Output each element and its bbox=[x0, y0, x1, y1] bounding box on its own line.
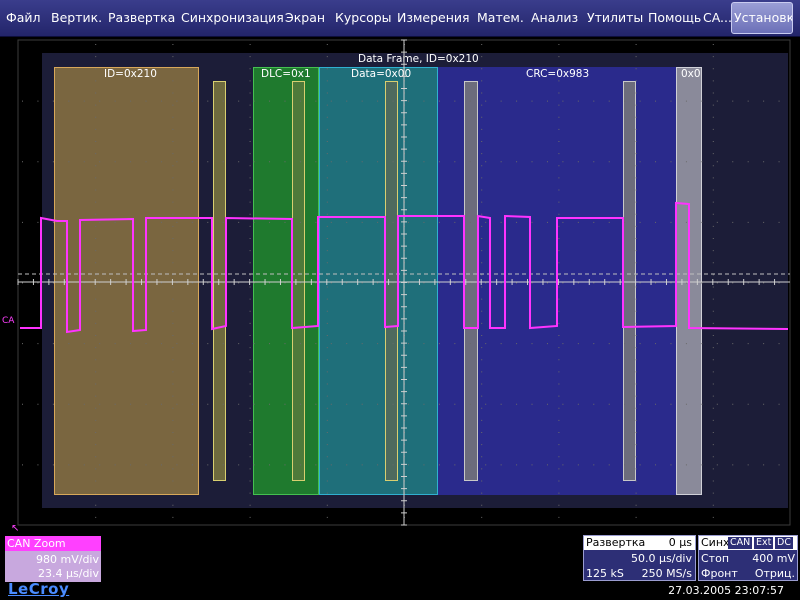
timebase-samples: 125 kS bbox=[586, 567, 624, 580]
menu-display[interactable]: Экран bbox=[285, 10, 326, 25]
menu-trigger[interactable]: Синхронизация bbox=[181, 10, 284, 25]
brand-logo: LeCroy bbox=[8, 580, 70, 598]
can-trace bbox=[20, 201, 789, 334]
menu-analysis[interactable]: Анализ bbox=[531, 10, 579, 25]
decode-segment-data[interactable] bbox=[319, 67, 438, 495]
menu-measure[interactable]: Измерения bbox=[397, 10, 470, 25]
menu-vertical[interactable]: Вертик. bbox=[51, 10, 103, 25]
trigger-header: Синх CAN Ext DC bbox=[699, 536, 797, 550]
timestamp: 27.03.2005 23:07:57 bbox=[668, 584, 784, 597]
menu-can[interactable]: CA... bbox=[703, 10, 732, 25]
trigger-level: 400 mV bbox=[752, 552, 795, 565]
decode-segment-dlc[interactable] bbox=[253, 67, 319, 495]
decode-end-label: 0x0 bbox=[681, 68, 701, 80]
decode-frame-title: Data Frame, ID=0x210 bbox=[358, 53, 479, 65]
channel-marker[interactable]: CA bbox=[2, 316, 15, 326]
trigger-slope: Отриц. bbox=[754, 567, 795, 580]
trigger-source: CAN bbox=[728, 537, 753, 549]
decode-crc-label: CRC=0x983 bbox=[526, 68, 590, 80]
channel-vdiv: 980 mV/div bbox=[36, 553, 99, 566]
menu-file[interactable]: Файл bbox=[6, 10, 41, 25]
decode-id-label: ID=0x210 bbox=[104, 68, 157, 80]
menu-setup[interactable]: Установки bbox=[731, 2, 793, 34]
menu-timebase[interactable]: Развертка bbox=[108, 10, 176, 25]
menu-utilities[interactable]: Утилиты bbox=[587, 10, 644, 25]
decode-data-label: Data=0x00 bbox=[351, 68, 412, 80]
menu-cursors[interactable]: Курсоры bbox=[335, 10, 392, 25]
timebase-label: Развертка bbox=[586, 536, 646, 549]
trigger-dc: DC bbox=[775, 537, 793, 549]
timebase-descriptor[interactable]: Развертка 0 µs 50.0 µs/div 125 kS 250 MS… bbox=[583, 535, 696, 581]
graticule bbox=[22, 44, 780, 518]
axis-ticks bbox=[17, 39, 776, 526]
channel-name: CAN Zoom bbox=[5, 536, 101, 551]
channel-tdiv: 23.4 µs/div bbox=[38, 567, 99, 580]
menu-math[interactable]: Матем. bbox=[477, 10, 524, 25]
trigger-descriptor[interactable]: Синх CAN Ext DC Стоп 400 mV Фронт Отриц. bbox=[698, 535, 798, 581]
menu-help[interactable]: Помощь bbox=[648, 10, 702, 25]
trigger-coupling: Ext bbox=[754, 537, 774, 549]
trigger-type: Фронт bbox=[701, 567, 738, 580]
menu-bar: Файл Вертик. Развертка Синхронизация Экр… bbox=[0, 0, 800, 37]
timebase-header: Развертка 0 µs bbox=[584, 536, 695, 550]
timebase-delay: 0 µs bbox=[668, 536, 692, 549]
trigger-position-arrow[interactable]: ↖ bbox=[11, 523, 20, 534]
timebase-tdiv: 50.0 µs/div bbox=[631, 552, 692, 565]
channel-descriptor[interactable]: CAN Zoom 980 mV/div 23.4 µs/div bbox=[5, 536, 101, 582]
trigger-label: Синх bbox=[701, 536, 730, 549]
decode-dlc-label: DLC=0x1 bbox=[261, 68, 311, 80]
timebase-rate: 250 MS/s bbox=[641, 567, 692, 580]
trigger-state: Стоп bbox=[701, 552, 730, 565]
